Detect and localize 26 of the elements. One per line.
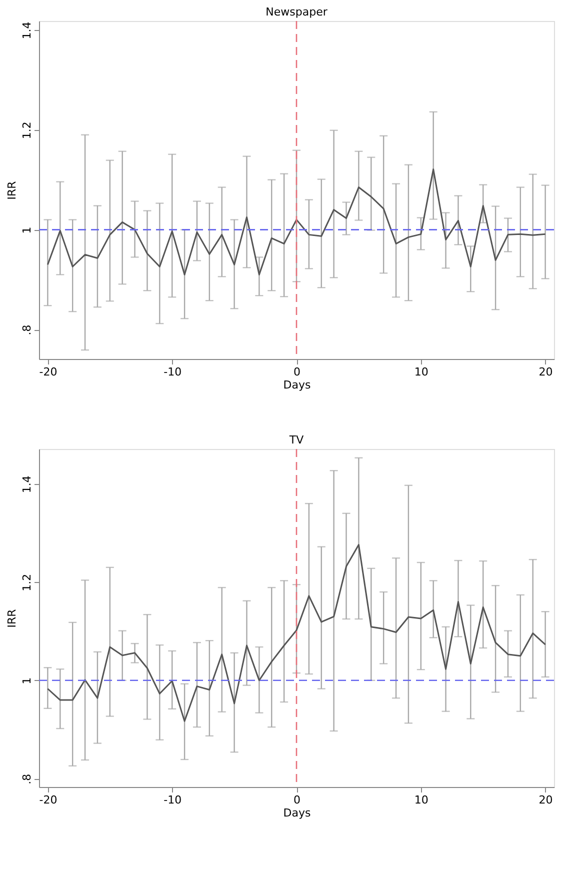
y-tick-label: 1.2 — [20, 122, 34, 140]
x-tick-label: -10 — [164, 366, 182, 378]
x-tick-label: 20 — [538, 794, 553, 806]
x-tick-label: 0 — [294, 794, 300, 806]
y-tick-label: 1.2 — [20, 574, 34, 592]
y-axis-title: IRR — [6, 608, 18, 628]
chart-title: Newspaper — [266, 5, 328, 18]
y-tick-label: .8 — [20, 774, 34, 784]
x-tick-label: -20 — [39, 366, 58, 378]
x-axis-title: Days — [283, 806, 311, 820]
x-tick-label: 10 — [414, 794, 428, 806]
x-tick-label: 20 — [538, 366, 553, 378]
y-tick-label: 1 — [20, 677, 34, 684]
x-tick-label: 0 — [294, 366, 300, 378]
chart-title: TV — [288, 433, 304, 446]
y-tick-label: 1.4 — [20, 22, 34, 40]
x-axis-title: Days — [283, 378, 311, 392]
y-tick-label: .8 — [20, 324, 34, 336]
y-axis-title: IRR — [6, 180, 18, 200]
y-tick-label: 1.4 — [20, 476, 34, 494]
x-tick-label: -20 — [39, 794, 58, 806]
line-series — [46, 168, 546, 276]
x-tick-label: -10 — [164, 794, 182, 806]
line-series — [46, 544, 546, 722]
y-tick-label: 1 — [20, 226, 34, 234]
x-tick-label: 10 — [414, 366, 428, 378]
